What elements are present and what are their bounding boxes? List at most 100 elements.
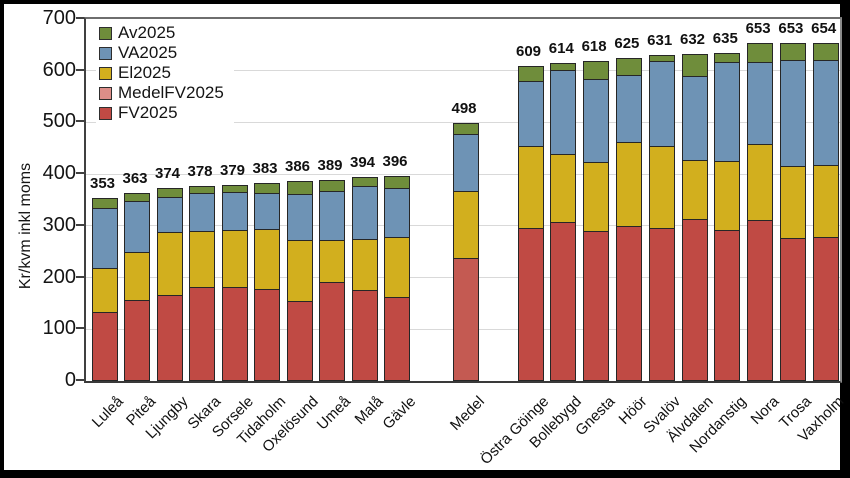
segment-El2025 (681, 161, 708, 220)
y-tick-300 (76, 223, 84, 226)
y-tick-400 (76, 172, 84, 175)
x-axis-label: Luleå (88, 393, 127, 431)
legend-label: Av2025 (118, 23, 176, 42)
x-axis-label: Medel (447, 393, 489, 434)
gridline-600 (86, 70, 840, 72)
segment-VA2025 (156, 198, 183, 233)
y-tick-label-200: 200 (42, 265, 76, 288)
bar-value-label: 653 (745, 20, 771, 38)
segment-Av2025 (550, 63, 577, 72)
bar-value-label: 609 (515, 43, 542, 61)
bar-value-label: 498 (451, 100, 477, 118)
segment-VA2025 (254, 194, 280, 230)
segment-Av2025 (221, 185, 248, 194)
bar-value-label: 378 (187, 162, 213, 180)
bar-Svalöv (648, 54, 675, 381)
x-axis-label: Nora (747, 393, 783, 429)
bar-value-label: 396 (382, 153, 408, 171)
segment-Av2025 (124, 193, 150, 203)
y-tick-700 (76, 17, 84, 19)
segment-El2025 (221, 231, 248, 289)
segment-FV2025 (812, 238, 839, 381)
segment-VA2025 (648, 62, 675, 147)
legend-label: VA2025 (118, 43, 178, 62)
y-tick-200 (76, 275, 84, 278)
segment-VA2025 (681, 76, 708, 162)
legend-item-VA2025: VA2025 (99, 43, 224, 63)
legend: Av2025 VA2025 El2025 MedelFV2025 FV2025 (96, 20, 234, 126)
y-tick-100 (76, 327, 84, 330)
bar-value-label: 653 (778, 20, 804, 38)
legend-item-El2025: El2025 (99, 63, 224, 83)
x-axis-label: Gävle (379, 393, 420, 433)
segment-Av2025 (583, 61, 610, 80)
y-tick-label-700: 700 (42, 7, 76, 29)
segment-El2025 (156, 232, 183, 296)
segment-FV2025 (156, 295, 183, 381)
y-tick-label-500: 500 (42, 110, 76, 133)
chart-canvas: Kr/kvm inkl moms 0 100 200 300 400 500 600 700 … (4, 4, 848, 470)
segment-Av2025 (779, 43, 806, 61)
segment-FV2025 (351, 291, 378, 381)
segment-VA2025 (351, 187, 378, 241)
bar-value-label: 379 (219, 162, 246, 179)
bar-Vaxholm (812, 42, 839, 381)
segment-VA2025 (779, 60, 806, 168)
segment-VA2025 (221, 193, 248, 232)
segment-FV2025 (714, 230, 741, 381)
bar-Ljungby (156, 187, 183, 381)
segment-Av2025 (351, 177, 378, 188)
segment-Av2025 (681, 54, 708, 77)
bar-value-label: 632 (679, 31, 706, 49)
bar-Gävle (384, 176, 410, 381)
bar-Skara (189, 185, 215, 381)
bar-Medel (453, 123, 479, 381)
bar-Östra Göinge (517, 66, 544, 381)
legend-swatch-icon (99, 106, 112, 120)
segment-Av2025 (189, 185, 215, 195)
segment-VA2025 (189, 194, 215, 232)
segment-FV2025 (254, 289, 280, 381)
segment-El2025 (319, 240, 345, 284)
bar-value-label: 386 (284, 158, 311, 176)
bar-value-label: 389 (317, 156, 343, 174)
segment-Av2025 (91, 198, 118, 209)
bar-value-label: 394 (349, 154, 376, 172)
segment-FV2025 (286, 301, 313, 381)
segment-FV2025 (189, 287, 215, 381)
bar-Luleå (91, 198, 118, 381)
y-tick-500 (76, 120, 84, 123)
bar-Piteå (124, 193, 150, 381)
x-axis-label: Umeå (313, 393, 355, 434)
segment-Av2025 (714, 52, 741, 64)
legend-label: El2025 (118, 63, 171, 82)
bar-Malå (351, 177, 378, 381)
segment-VA2025 (550, 71, 577, 155)
segment-El2025 (286, 240, 313, 302)
segment-VA2025 (812, 61, 839, 167)
legend-label: FV2025 (118, 103, 178, 122)
bar-value-label: 618 (581, 38, 607, 56)
segment-Av2025 (286, 181, 313, 196)
legend-label: MedelFV2025 (118, 83, 224, 102)
bar-value-label: 631 (647, 31, 673, 49)
legend-swatch-icon (99, 26, 112, 40)
segment-Av2025 (747, 43, 774, 63)
segment-VA2025 (517, 81, 544, 148)
y-tick-label-0: 0 (64, 369, 76, 391)
legend-item-FV2025: FV2025 (99, 103, 224, 123)
bar-Tidaholm (254, 182, 280, 381)
segment-FV2025 (779, 239, 806, 381)
segment-FV2025 (517, 229, 544, 381)
bar-value-label: 374 (154, 164, 181, 182)
segment-VA2025 (583, 79, 610, 164)
segment-MedelFV2025 (453, 259, 479, 381)
bar-Sorsele (221, 185, 248, 381)
segment-VA2025 (286, 195, 313, 241)
segment-El2025 (583, 163, 610, 232)
segment-VA2025 (714, 63, 741, 163)
segment-El2025 (91, 268, 118, 313)
segment-Av2025 (453, 123, 479, 135)
gridline-500 (86, 121, 840, 123)
segment-Av2025 (156, 187, 183, 199)
